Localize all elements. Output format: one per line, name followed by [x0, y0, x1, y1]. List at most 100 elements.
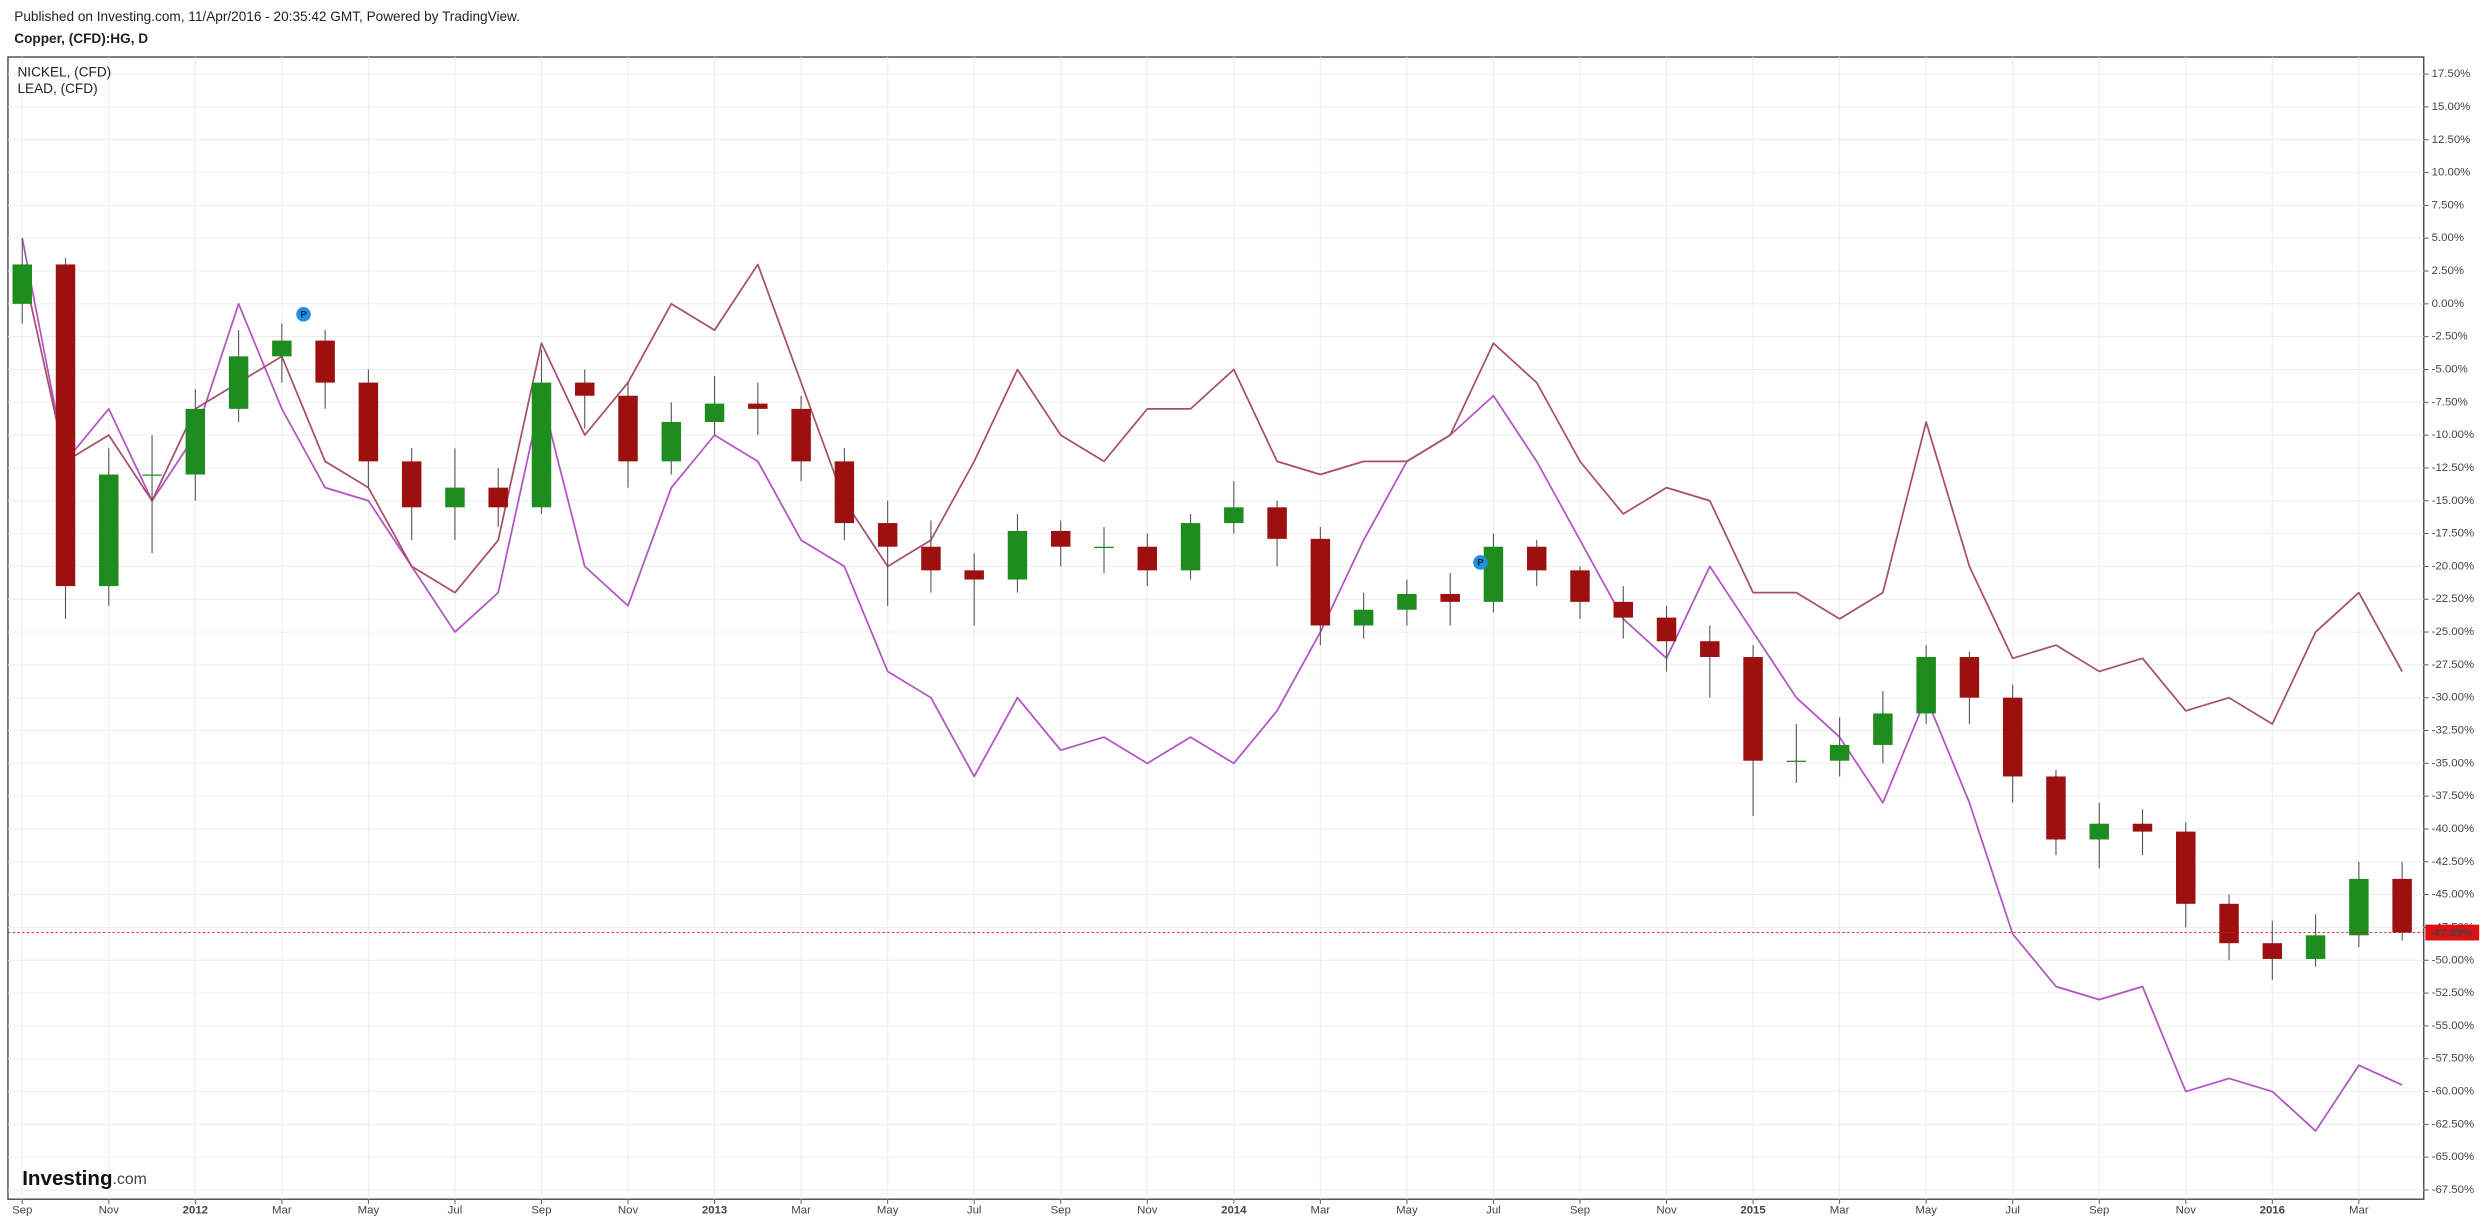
x-tick-label: 2014 — [1221, 1204, 1247, 1216]
candle-body — [1786, 760, 1807, 762]
y-tick-label: 5.00% — [2432, 232, 2464, 244]
x-tick-label: Nov — [1137, 1204, 1158, 1216]
y-tick-label: -50.00% — [2432, 954, 2474, 966]
x-tick-label: Sep — [12, 1204, 32, 1216]
y-tick-label: 0.00% — [2432, 298, 2464, 310]
y-tick-label: -60.00% — [2432, 1086, 2474, 1098]
y-tick-label: 17.50% — [2432, 68, 2471, 80]
candle-body — [704, 403, 725, 422]
candle-body — [2305, 935, 2326, 959]
y-tick-label: -17.50% — [2432, 528, 2474, 540]
candle-body — [2089, 823, 2109, 840]
x-tick-label: 2015 — [1740, 1204, 1766, 1216]
candle-body — [12, 264, 32, 304]
watermark: Investing.com — [22, 1168, 147, 1191]
x-tick-label: Jul — [448, 1204, 463, 1216]
candle-body — [2002, 697, 2023, 777]
y-tick-label: -27.50% — [2432, 659, 2474, 671]
x-tick-label: May — [1396, 1204, 1418, 1216]
candle-body — [272, 340, 292, 357]
y-tick-label: -35.00% — [2432, 757, 2474, 769]
candle-body — [791, 408, 811, 462]
candle-body — [575, 382, 595, 396]
candle-body — [2349, 878, 2369, 936]
y-tick-label: 12.50% — [2432, 134, 2471, 146]
x-tick-label: May — [358, 1204, 380, 1216]
watermark-suffix: .com — [113, 1171, 147, 1188]
annotation-marker — [296, 307, 311, 322]
x-tick-label: Sep — [2089, 1204, 2109, 1216]
y-tick-label: -12.50% — [2432, 462, 2474, 474]
price-label: -47.89% — [2430, 927, 2472, 939]
candle-body — [531, 382, 552, 508]
candle-body — [1743, 656, 1763, 761]
y-tick-label: -30.00% — [2432, 692, 2474, 704]
candle-body — [1007, 530, 1028, 580]
plot-frame — [7, 56, 2425, 1200]
y-tick-label: -40.00% — [2432, 823, 2474, 835]
candle-body — [228, 356, 249, 409]
x-tick-label: Nov — [1656, 1204, 1677, 1216]
x-tick-label: Mar — [272, 1204, 292, 1216]
x-tick-label: Mar — [1311, 1204, 1331, 1216]
y-tick-label: 10.00% — [2432, 167, 2471, 179]
candle-body — [877, 523, 898, 547]
y-tick-label: -10.00% — [2432, 429, 2474, 441]
candle-body — [1137, 546, 1158, 571]
y-tick-label: -15.00% — [2432, 495, 2474, 507]
y-tick-label: 15.00% — [2432, 101, 2471, 113]
x-tick-label: Sep — [1051, 1204, 1071, 1216]
x-tick-label: Mar — [791, 1204, 811, 1216]
x-tick-label: 2013 — [702, 1204, 727, 1216]
grid — [7, 57, 2429, 1204]
candle-body — [99, 474, 119, 587]
candle-body — [1310, 538, 1331, 626]
y-tick-label: -25.00% — [2432, 626, 2474, 638]
candle-body — [1959, 656, 1980, 698]
y-tick-label: -65.00% — [2432, 1151, 2474, 1163]
candle-body — [445, 487, 465, 508]
candle-body — [142, 474, 162, 476]
candle-body — [834, 461, 855, 524]
candle-body — [2176, 831, 2196, 904]
y-tick-label: -2.50% — [2432, 331, 2468, 343]
candle-body — [1353, 609, 1374, 626]
y-tick-label: -62.50% — [2432, 1118, 2474, 1130]
candle-body — [2219, 903, 2239, 944]
candle-body — [1397, 593, 1417, 610]
candle-body — [185, 408, 206, 475]
candle-body — [618, 395, 638, 462]
y-tick-label: -20.00% — [2432, 560, 2474, 572]
candle-body — [1700, 641, 1720, 657]
y-tick-label: 2.50% — [2432, 265, 2464, 277]
legend-entry: LEAD, (CFD) — [17, 81, 97, 96]
candle-body — [1483, 546, 1504, 602]
x-tick-label: Jul — [2005, 1204, 2020, 1216]
candle-body — [1526, 546, 1547, 571]
y-tick-label: -5.00% — [2432, 363, 2468, 375]
y-tick-label: -32.50% — [2432, 725, 2474, 737]
y-tick-label: -42.50% — [2432, 856, 2474, 868]
candle-body — [401, 461, 422, 508]
candle-body — [1656, 617, 1677, 642]
chart-title: Copper, (CFD):HG, D — [14, 31, 148, 46]
watermark-brand: Investing — [22, 1168, 112, 1191]
x-tick-label: Mar — [2349, 1204, 2369, 1216]
series-line — [21, 238, 2403, 1132]
marks — [7, 238, 2424, 1132]
y-tick-label: -37.50% — [2432, 790, 2474, 802]
candle-body — [1613, 601, 1633, 618]
annotation-label: P — [300, 309, 307, 320]
x-tick-label: 2016 — [2260, 1204, 2285, 1216]
x-tick-label: Sep — [1570, 1204, 1590, 1216]
candle-body — [488, 487, 508, 508]
candle-body — [2132, 823, 2153, 832]
candle-body — [1224, 507, 1244, 524]
candle-body — [2046, 776, 2066, 840]
candle-body — [1440, 593, 1460, 602]
candle-body — [1267, 507, 1287, 539]
legend-entry: NICKEL, (CFD) — [17, 64, 111, 79]
candle-body — [1051, 530, 1071, 547]
x-tick-label: Sep — [531, 1204, 551, 1216]
